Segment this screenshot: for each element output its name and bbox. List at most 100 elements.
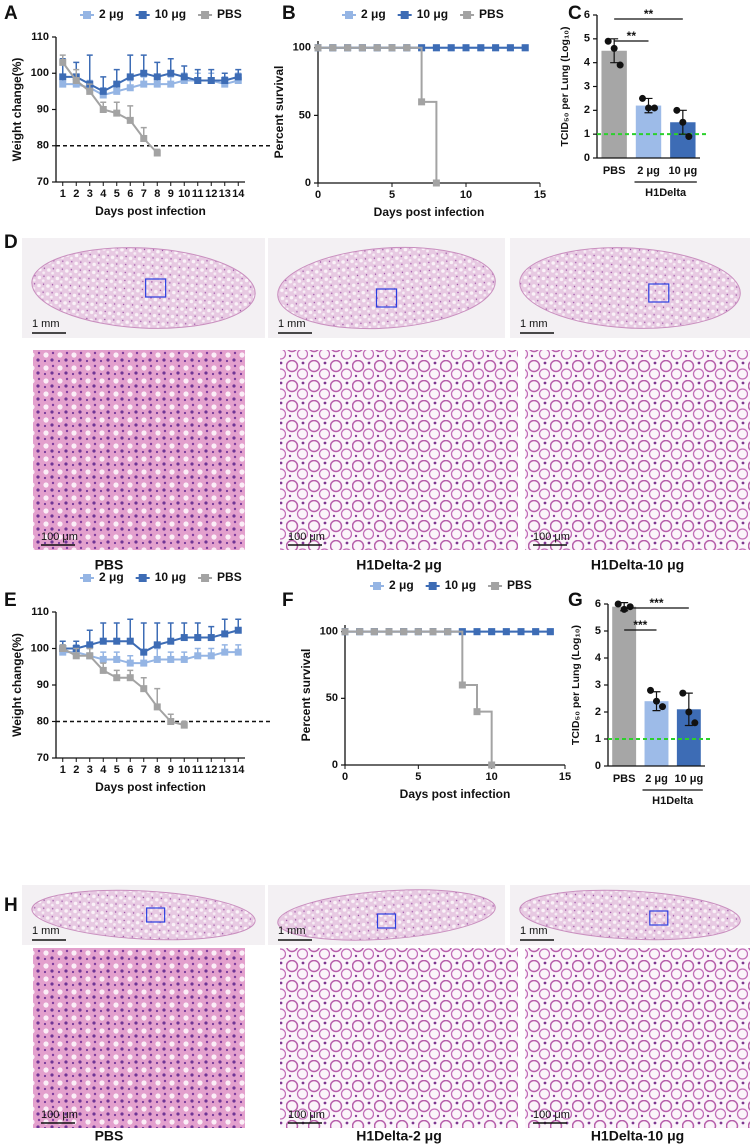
data-point xyxy=(647,686,654,694)
caption: H1Delta-10 μg xyxy=(591,557,684,573)
data-point xyxy=(614,600,622,608)
y-tick-label: 6 xyxy=(584,9,590,21)
micrograph xyxy=(280,350,518,550)
micrograph xyxy=(33,350,245,550)
marker xyxy=(99,637,107,645)
legend-label: 10 μg xyxy=(445,578,476,592)
marker xyxy=(517,628,525,636)
y-tick-label: 0 xyxy=(305,177,311,189)
panel-letter: E xyxy=(4,590,17,611)
y-axis-title: TCID₅₀ per Lung (Log₁₀) xyxy=(570,625,582,745)
marker xyxy=(400,628,408,636)
x-tick-label: 10 xyxy=(178,188,190,200)
x-tick-label: 5 xyxy=(389,189,395,201)
x-tick-label: 2 xyxy=(73,764,79,776)
x-tick-label: 15 xyxy=(534,189,546,201)
marker xyxy=(180,634,188,642)
x-axis-title: Days post infection xyxy=(95,780,206,794)
marker xyxy=(99,87,107,95)
marker xyxy=(180,721,188,729)
data-point xyxy=(626,603,634,611)
y-axis-title: Percent survival xyxy=(299,649,313,742)
legend-swatch xyxy=(400,11,409,19)
marker xyxy=(314,44,322,52)
error-bar xyxy=(86,54,93,85)
marker xyxy=(221,630,229,638)
y-tick-label: 0 xyxy=(584,152,590,164)
scale-label: 100 μm xyxy=(533,531,570,543)
data-point xyxy=(645,104,652,112)
marker xyxy=(113,80,121,88)
x-tick-label: 12 xyxy=(205,188,217,200)
scale-label: 100 μm xyxy=(288,531,325,543)
x-tick-label: 3 xyxy=(87,764,93,776)
marker xyxy=(358,44,366,52)
marker xyxy=(72,652,80,660)
marker xyxy=(153,149,161,157)
x-axis-title: Days post infection xyxy=(400,787,511,801)
marker xyxy=(521,44,529,52)
significance-label: ** xyxy=(644,7,654,21)
micrograph xyxy=(33,948,245,1128)
marker xyxy=(140,135,148,142)
x-tick-label: 15 xyxy=(559,771,571,783)
x-tick-label: 6 xyxy=(127,188,133,200)
legend-label: 2 μg xyxy=(389,578,414,592)
marker xyxy=(221,648,229,656)
y-tick-label: 1 xyxy=(595,733,601,745)
marker xyxy=(506,44,514,52)
marker xyxy=(72,80,80,88)
y-tick-label: 4 xyxy=(595,652,602,664)
y-tick-label: 80 xyxy=(37,140,49,152)
legend-label: 10 μg xyxy=(417,7,448,21)
marker xyxy=(126,73,134,81)
marker xyxy=(388,44,396,52)
y-tick-label: 90 xyxy=(37,679,49,691)
marker xyxy=(113,674,121,682)
marker xyxy=(180,73,188,81)
scale-label: 100 μm xyxy=(288,1109,325,1121)
data-point xyxy=(651,104,658,112)
significance-label: *** xyxy=(633,618,647,632)
x-tick-label: 1 xyxy=(60,188,66,200)
marker xyxy=(59,80,67,88)
y-tick-label: 3 xyxy=(595,679,601,691)
legend-label: 2 μg xyxy=(99,7,124,21)
legend-swatch xyxy=(373,582,381,590)
marker xyxy=(59,58,67,66)
lung-section xyxy=(31,247,256,329)
marker xyxy=(234,73,242,81)
marker xyxy=(167,637,175,645)
marker xyxy=(329,44,337,52)
scale-label: 1 mm xyxy=(278,318,306,330)
marker xyxy=(488,761,496,769)
group-label: H1Delta xyxy=(652,795,694,807)
marker xyxy=(167,655,175,663)
marker xyxy=(153,655,161,663)
x-tick-label: 6 xyxy=(127,764,133,776)
marker xyxy=(473,628,481,636)
marker xyxy=(59,73,67,81)
bar xyxy=(635,105,662,158)
x-tick-label: 13 xyxy=(219,188,231,200)
x-tick-label: 8 xyxy=(154,188,160,200)
significance-label: ** xyxy=(627,29,637,43)
marker xyxy=(140,659,148,667)
panel-letter: H xyxy=(4,895,18,916)
x-tick-label: 5 xyxy=(114,188,120,200)
marker xyxy=(140,80,148,88)
data-point xyxy=(659,703,666,711)
marker xyxy=(194,634,202,642)
error-bar xyxy=(127,54,134,77)
data-point xyxy=(679,689,687,697)
marker xyxy=(385,628,393,636)
data-point xyxy=(639,94,646,102)
x-tick-label: 11 xyxy=(192,764,204,776)
data-point xyxy=(653,697,660,705)
x-tick-label: 7 xyxy=(141,764,147,776)
marker xyxy=(356,628,364,636)
data-point xyxy=(673,106,681,114)
lung-section xyxy=(519,247,741,329)
legend-swatch xyxy=(138,11,147,19)
marker xyxy=(126,84,134,92)
